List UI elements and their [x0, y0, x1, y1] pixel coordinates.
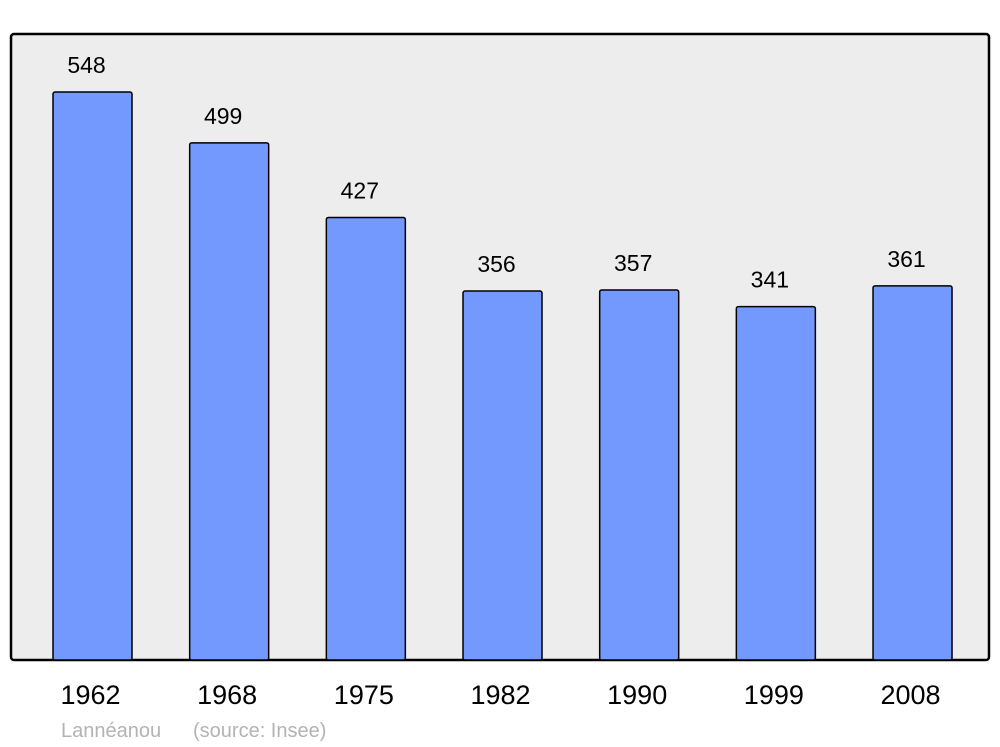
bar-1975 [325, 216, 407, 661]
x-tick-1968: 1968 [197, 680, 257, 710]
data-label-1990: 357 [614, 250, 652, 276]
x-tick-1990: 1990 [607, 680, 667, 710]
data-label-1982: 356 [477, 251, 515, 277]
data-label-1968: 499 [204, 103, 242, 129]
x-tick-1962: 1962 [60, 680, 120, 710]
x-tick-1975: 1975 [334, 680, 394, 710]
x-tick-2008: 2008 [880, 680, 940, 710]
bar-1968 [188, 142, 270, 661]
bar-1982 [462, 290, 543, 661]
bar-1962 [52, 91, 133, 661]
data-label-1999: 341 [751, 267, 789, 293]
bar-1990 [598, 289, 680, 661]
data-label-1962: 548 [67, 52, 105, 78]
x-tick-1982: 1982 [470, 680, 530, 710]
data-label-2008: 361 [887, 246, 925, 272]
footer-place: Lannéanou [61, 720, 161, 742]
data-label-1975: 427 [341, 177, 379, 203]
bar-1999 [735, 305, 817, 661]
footer-source: (source: Insee) [193, 720, 326, 742]
x-tick-1999: 1999 [744, 680, 804, 710]
bar-2008 [872, 285, 953, 661]
